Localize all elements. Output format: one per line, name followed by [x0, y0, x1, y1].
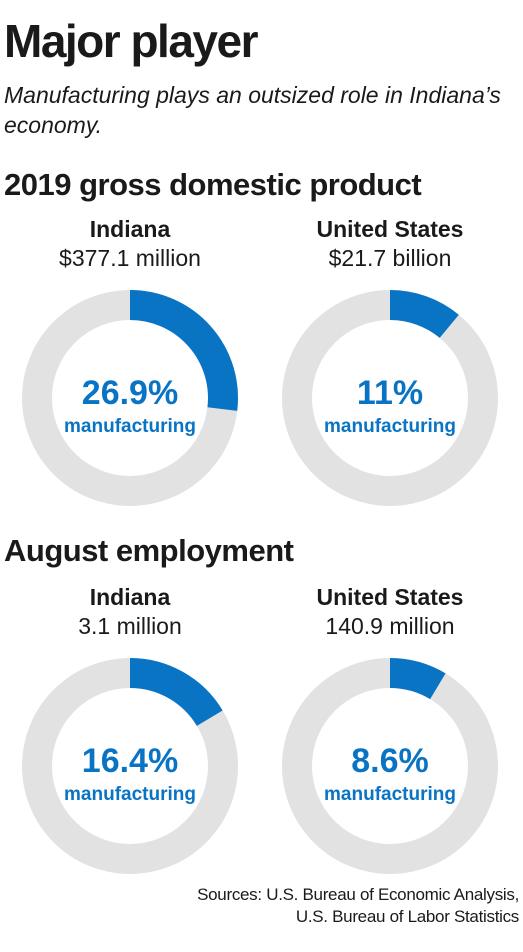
donut-slice-manufacturing — [129, 290, 238, 411]
total-value: 3.1 million — [78, 613, 182, 639]
donut-gdp-indiana: Indiana $377.1 million 26.9% manufacturin… — [10, 215, 250, 513]
donut-category-label: manufacturing — [324, 784, 456, 805]
region-label: United States — [316, 584, 464, 610]
region-label: United States — [316, 216, 464, 242]
donut-percent-label: 26.9% — [82, 374, 178, 412]
donut-chart: 26.9% manufacturing — [22, 290, 238, 506]
donut-slice-manufacturing — [389, 658, 446, 700]
source-line-1: Sources: U.S. Bureau of Economic Analysi… — [197, 885, 519, 904]
donut-employment-indiana: Indiana 3.1 million 16.4% manufacturing — [10, 583, 250, 881]
chart-title: Major player — [4, 15, 259, 67]
source-line-2: U.S. Bureau of Labor Statistics — [295, 907, 519, 926]
region-label: Indiana — [89, 584, 171, 610]
donut-employment-us: United States 140.9 million 8.6% manufact… — [270, 583, 510, 881]
donut-percent-label: 8.6% — [351, 742, 429, 780]
donut-chart: 11% manufacturing — [282, 290, 498, 506]
section-title-employment: August employment — [4, 533, 294, 568]
donut-category-label: manufacturing — [64, 416, 196, 437]
donut-percent-label: 11% — [357, 374, 423, 412]
region-label: Indiana — [89, 216, 171, 242]
donut-percent-label: 16.4% — [82, 742, 178, 780]
source-note: Sources: U.S. Bureau of Economic Analysi… — [197, 884, 519, 928]
donut-slice-manufacturing — [129, 658, 223, 727]
donut-category-label: manufacturing — [324, 416, 456, 437]
donut-slice-manufacturing — [389, 290, 459, 339]
total-value: $21.7 billion — [328, 245, 452, 271]
chart-subtitle: Manufacturing plays an outsized role in … — [4, 82, 501, 138]
donut-chart: 16.4% manufacturing — [22, 658, 238, 874]
section-title-gdp: 2019 gross domestic product — [4, 167, 422, 202]
donut-chart: 8.6% manufacturing — [282, 658, 498, 874]
total-value: $377.1 million — [59, 245, 201, 271]
donut-category-label: manufacturing — [64, 784, 196, 805]
total-value: 140.9 million — [325, 613, 455, 639]
donut-gdp-us: United States $21.7 billion 11% manufactu… — [270, 215, 510, 513]
